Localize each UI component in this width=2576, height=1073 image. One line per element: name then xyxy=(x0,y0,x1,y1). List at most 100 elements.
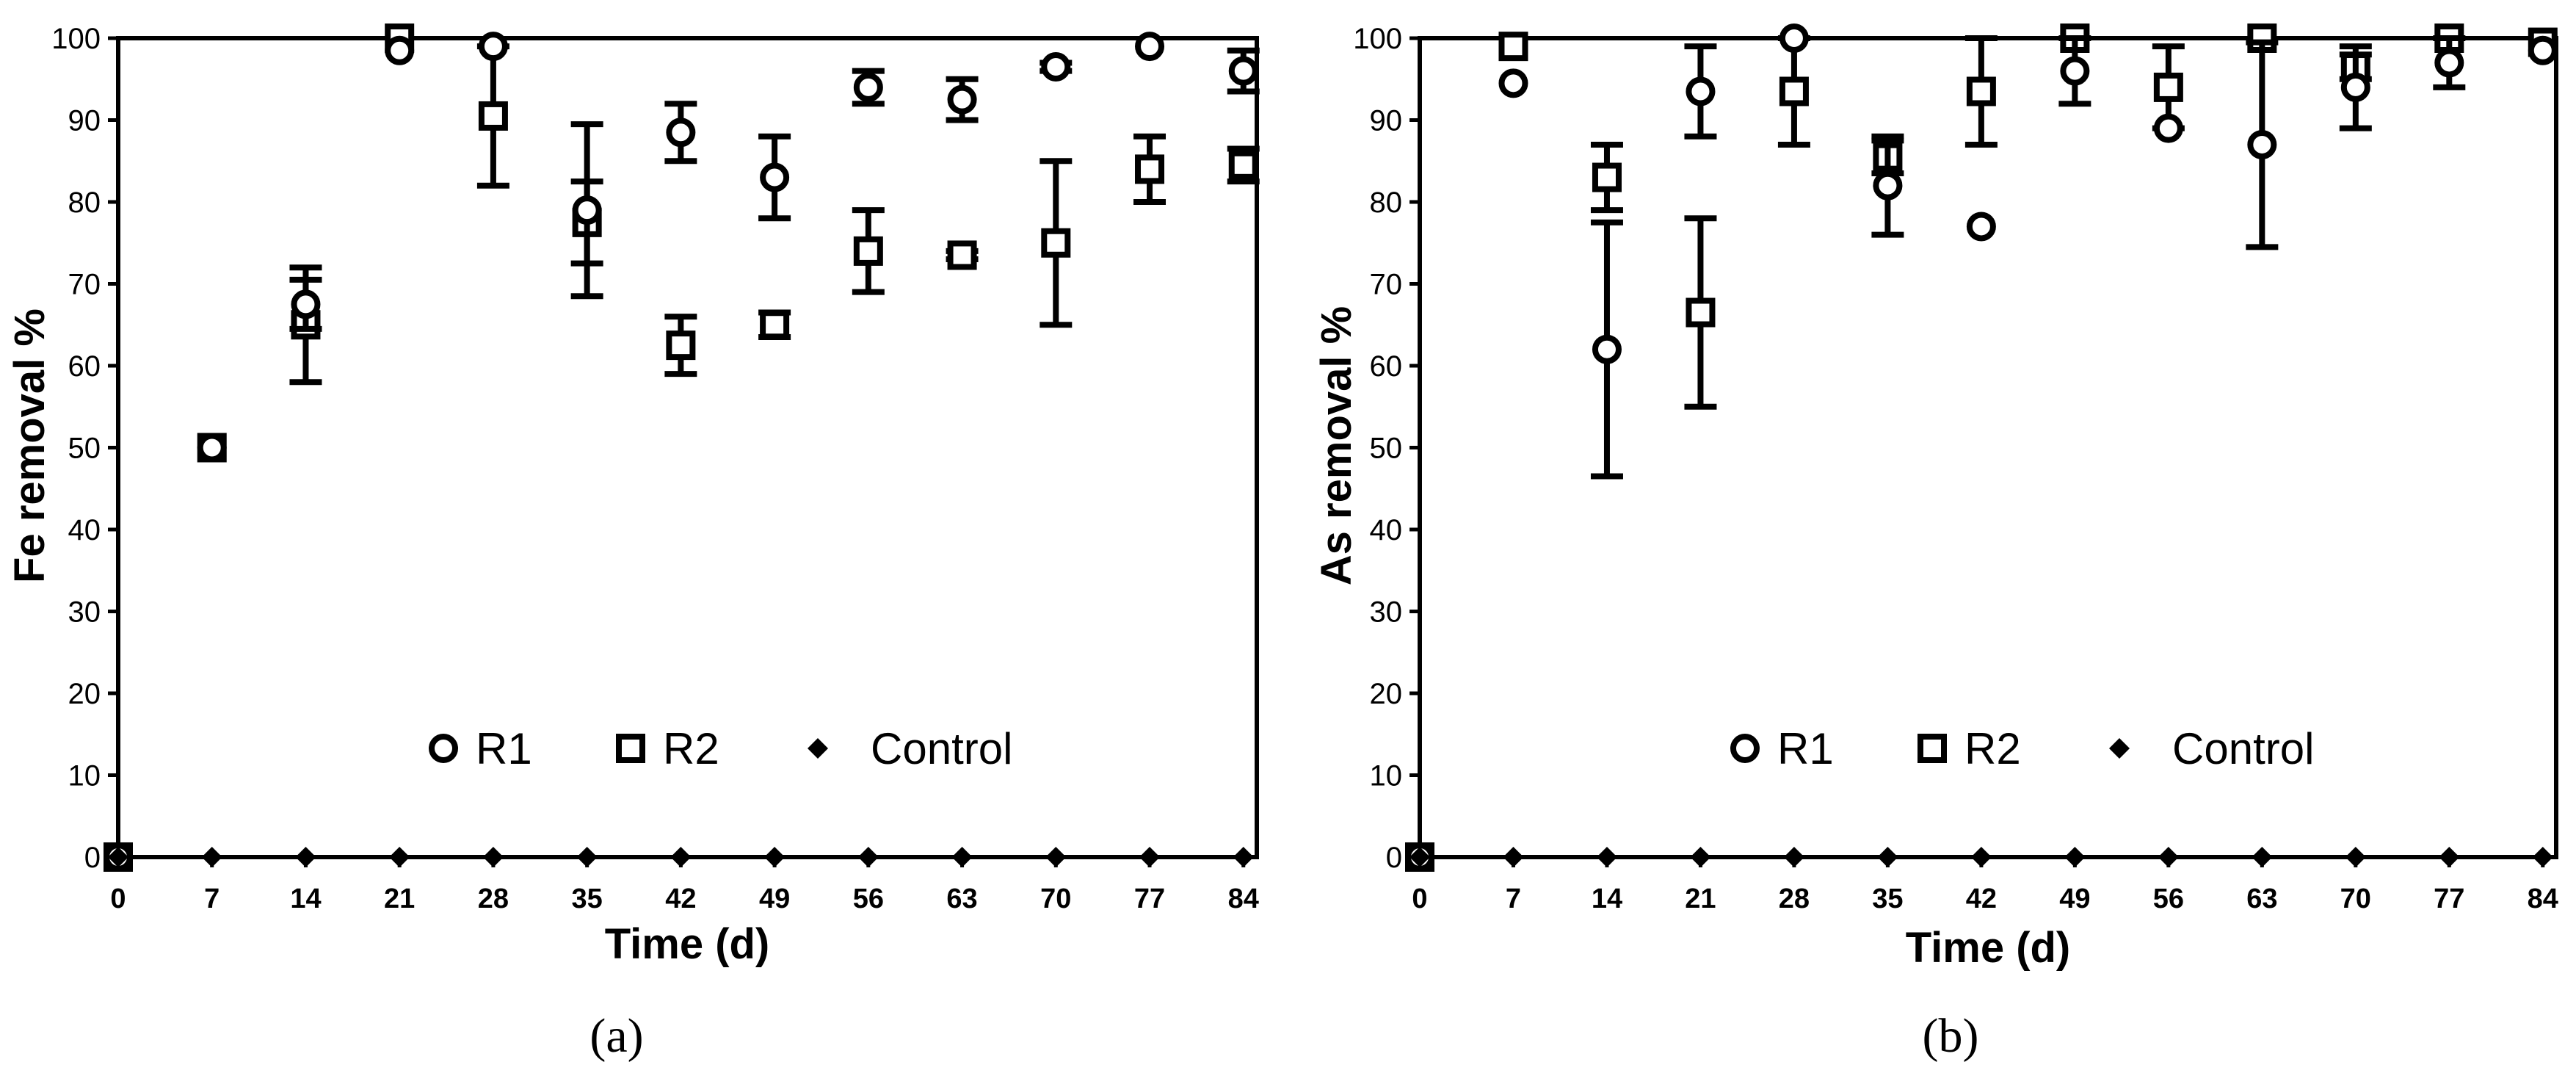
control-marker xyxy=(482,847,504,867)
x-tick-label: 35 xyxy=(1872,884,1903,914)
panel-label: (a) xyxy=(589,1009,643,1063)
x-tick-label: 0 xyxy=(110,884,126,914)
r1-marker xyxy=(2247,129,2277,159)
y-tick-label: 30 xyxy=(68,596,101,629)
legend-control-marker xyxy=(808,738,828,759)
legend-r1-marker xyxy=(429,734,458,763)
r2-marker xyxy=(1498,32,1528,62)
control-marker xyxy=(2345,847,2366,867)
y-tick-label: 10 xyxy=(1370,760,1403,792)
y-tick-label: 60 xyxy=(68,350,101,383)
x-tick-label: 70 xyxy=(1040,884,1071,914)
control-marker xyxy=(1783,847,1804,867)
x-tick-label: 0 xyxy=(1412,884,1427,914)
y-tick-label: 90 xyxy=(1370,105,1403,137)
y-tick-label: 70 xyxy=(1370,269,1403,301)
x-tick-label: 42 xyxy=(1966,884,1997,914)
x-tick-label: 63 xyxy=(946,884,977,914)
x-tick-label: 77 xyxy=(2434,884,2464,914)
r2-marker xyxy=(947,240,977,270)
y-tick-label: 40 xyxy=(1370,514,1403,546)
legend-control-label: Control xyxy=(2172,724,2314,773)
control-marker xyxy=(1409,847,1430,867)
panel-b-as-removal-chart: As removal % Time (d) (b) 0 10 20 30 40 50 60 7… xyxy=(1313,23,2558,1063)
legend-r2-marker xyxy=(616,734,645,763)
r1-marker xyxy=(572,195,602,225)
control-marker xyxy=(951,847,973,867)
r2-marker xyxy=(1041,228,1071,258)
y-tick-label: 50 xyxy=(68,433,101,465)
control-marker xyxy=(764,847,786,867)
control-marker xyxy=(2532,847,2553,867)
legend-r2-label: R2 xyxy=(1964,724,2021,773)
legend-r1-marker xyxy=(1730,734,1760,763)
x-tick-label: 35 xyxy=(572,884,603,914)
control-marker xyxy=(1690,847,1711,867)
r2-marker xyxy=(2153,72,2183,102)
y-tick-label: 90 xyxy=(68,105,101,137)
x-tick-label: 84 xyxy=(2528,884,2558,914)
legend-control-label: Control xyxy=(871,724,1012,773)
r2-marker xyxy=(760,310,790,340)
control-marker xyxy=(1970,847,1992,867)
x-tick-label: 49 xyxy=(759,884,790,914)
y-tick-label: 20 xyxy=(1370,678,1403,710)
x-tick-label: 49 xyxy=(2059,884,2090,914)
r2-marker xyxy=(1779,76,1809,106)
r1-marker xyxy=(2434,48,2464,78)
x-axis-label: Time (d) xyxy=(605,920,770,968)
r1-marker xyxy=(1498,68,1528,98)
control-marker xyxy=(201,847,222,867)
legend: R1 R2 Control xyxy=(1730,724,2314,773)
x-tick-label: 21 xyxy=(384,884,415,914)
x-tick-label: 56 xyxy=(2153,884,2184,914)
control-marker xyxy=(108,847,128,867)
r1-marker xyxy=(853,72,883,102)
r1-marker xyxy=(197,433,227,463)
control-marker xyxy=(1503,847,1524,867)
y-axis-label: Fe removal % xyxy=(6,308,54,583)
control-marker xyxy=(1877,847,1898,867)
y-tick-label: 50 xyxy=(1370,433,1403,465)
x-tick-label: 14 xyxy=(1592,884,1622,914)
r2-marker xyxy=(1966,76,1996,106)
control-marker xyxy=(1045,847,1067,867)
r1-marker xyxy=(1592,334,1622,364)
legend: R1 R2 Control xyxy=(429,724,1012,773)
y-tick-label: 10 xyxy=(68,760,101,792)
r2-marker xyxy=(1228,150,1258,180)
r1-marker xyxy=(1966,212,1996,242)
legend-r1-label: R1 xyxy=(1777,724,1834,773)
r1-marker xyxy=(2528,35,2558,65)
y-tick-label: 100 xyxy=(1353,23,1402,55)
control-marker xyxy=(389,847,410,867)
control-marker xyxy=(857,847,879,867)
r1-marker xyxy=(2340,72,2370,102)
y-tick-label: 100 xyxy=(51,23,101,55)
control-marker xyxy=(2064,847,2086,867)
r1-marker xyxy=(1779,24,1809,53)
x-tick-label: 21 xyxy=(1685,884,1716,914)
r2-marker xyxy=(478,101,508,131)
legend-r2-marker xyxy=(1918,734,1947,763)
r2-marker xyxy=(853,236,883,266)
r1-marker xyxy=(1041,52,1071,82)
x-tick-label: 28 xyxy=(1779,884,1810,914)
x-tick-label: 7 xyxy=(1506,884,1521,914)
y-tick-label: 0 xyxy=(84,842,101,874)
r1-marker xyxy=(1686,76,1716,106)
x-tick-label: 84 xyxy=(1228,884,1259,914)
control-marker xyxy=(295,847,316,867)
r1-marker xyxy=(1228,56,1258,86)
legend-r1-label: R1 xyxy=(476,724,532,773)
r2-marker xyxy=(1592,162,1622,192)
legend-r2-label: R2 xyxy=(663,724,719,773)
x-tick-label: 70 xyxy=(2340,884,2371,914)
panel-label: (b) xyxy=(1923,1009,1979,1063)
y-tick-label: 40 xyxy=(68,514,101,546)
control-marker xyxy=(2252,847,2273,867)
r2-marker xyxy=(1135,154,1165,184)
y-tick-label: 30 xyxy=(1370,596,1403,629)
control-marker xyxy=(2439,847,2460,867)
